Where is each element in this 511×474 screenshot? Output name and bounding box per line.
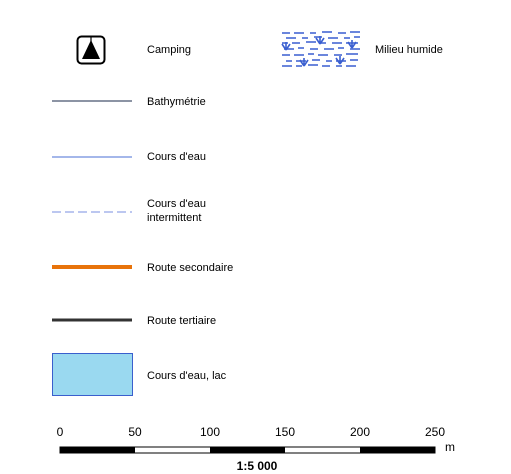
bathymetry-line: [52, 100, 132, 102]
camping-label: Camping: [147, 44, 192, 56]
scale-tick-label: 250: [424, 425, 446, 439]
intermittent-stream-label-line2: intermittent: [147, 212, 202, 224]
intermittent-stream-label-line1: Cours d'eau: [147, 198, 206, 210]
scale-tick-label: 0: [56, 425, 64, 439]
lake-swatch: [52, 353, 133, 396]
secondary-road-label: Route secondaire: [147, 262, 234, 274]
scale-tick-label: 200: [349, 425, 371, 439]
secondary-road-line: [52, 265, 132, 269]
bathymetry-label: Bathymétrie: [147, 96, 206, 108]
camping-icon: [76, 35, 106, 65]
wetland-icon: [281, 31, 360, 67]
lake-label: Cours d'eau, lac: [147, 370, 227, 382]
scale-tick-label: 100: [199, 425, 221, 439]
stream-line: [52, 156, 132, 158]
tertiary-road-line: [52, 318, 132, 322]
intermittent-stream-line: [52, 211, 132, 213]
stream-label: Cours d'eau: [147, 151, 206, 163]
tertiary-road-label: Route tertiaire: [147, 315, 217, 327]
scale-unit: m: [445, 440, 455, 454]
wetland-label: Milieu humide: [375, 44, 443, 56]
scale-bar: [59, 446, 436, 454]
scale-tick-label: 50: [128, 425, 142, 439]
scale-ratio: 1:5 000: [236, 459, 278, 473]
scale-tick-label: 150: [274, 425, 296, 439]
